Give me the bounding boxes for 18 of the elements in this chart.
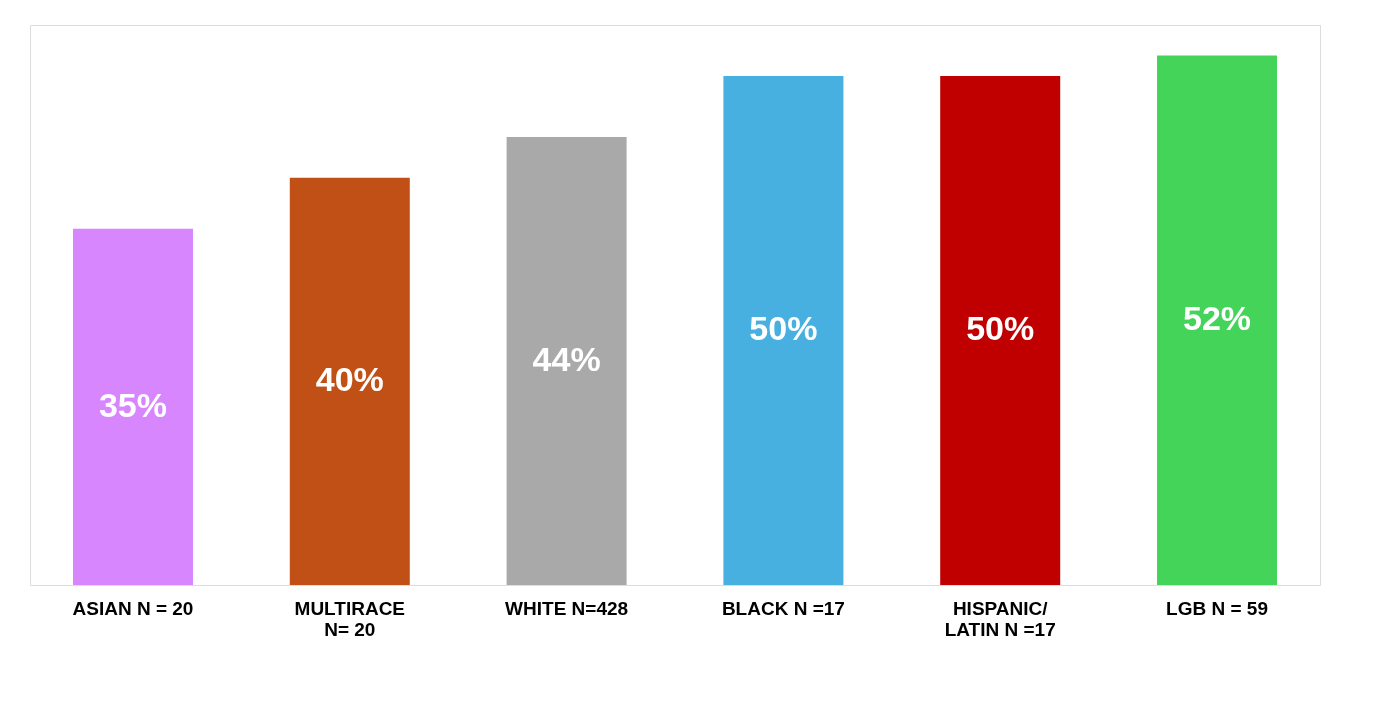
data-label: 50% <box>749 309 818 348</box>
x-tick-label: WHITE N=428 <box>505 597 629 619</box>
bar <box>72 228 193 585</box>
data-label: 35% <box>98 385 168 424</box>
x-tick-label: MULTIRACE N= 20 <box>294 597 406 640</box>
data-label: 44% <box>532 340 601 378</box>
bar <box>940 75 1061 585</box>
bar <box>723 75 844 585</box>
bar <box>289 177 410 585</box>
x-tick-label: HISPANIC/ LATIN N =17 <box>944 597 1056 640</box>
x-tick-label: ASIAN N = 20 <box>72 597 194 619</box>
bar <box>1157 55 1278 585</box>
data-label: 52% <box>1182 299 1252 338</box>
data-label: 40% <box>315 360 384 399</box>
x-tick-label: BLACK N =17 <box>721 597 845 619</box>
bar <box>506 137 627 585</box>
data-label: 50% <box>966 309 1035 348</box>
x-tick-label: LGB N = 59 <box>1166 597 1268 619</box>
